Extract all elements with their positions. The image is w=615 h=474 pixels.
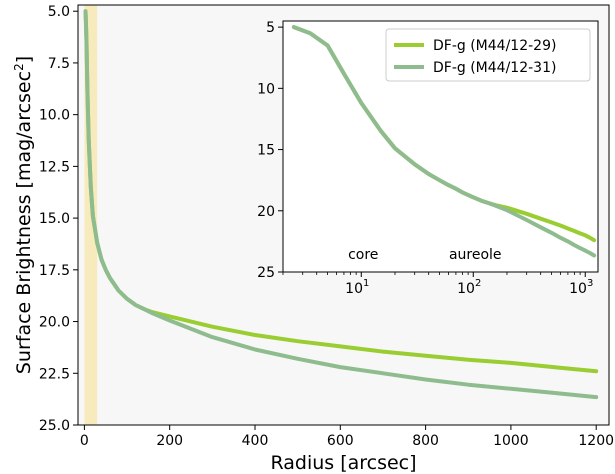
y-tick-label: 5.0 bbox=[48, 4, 70, 20]
inset-x-tick-exponent: 1 bbox=[363, 278, 369, 289]
y-tick-label: 25.0 bbox=[39, 418, 70, 434]
legend-label-2: DF-g (M44/12-31) bbox=[433, 60, 556, 76]
main-plot-frame bbox=[77, 4, 610, 426]
main-x-ticks: 0 200 400 600 800 1000 1200 bbox=[80, 425, 614, 449]
y-tick-label: 12.5 bbox=[39, 159, 70, 175]
y-tick-label: 20.0 bbox=[39, 315, 70, 331]
y-axis-label: Surface Brightness [mag/arcsec2] bbox=[12, 56, 35, 374]
legend-label-1: DF-g (M44/12-29) bbox=[433, 38, 556, 54]
y-axis-label-main: Surface Brightness [mag/arcsec bbox=[13, 71, 35, 374]
main-series-group bbox=[83, 9, 599, 400]
x-tick-label: 400 bbox=[242, 433, 269, 449]
y-axis-label-end: ] bbox=[13, 56, 35, 63]
inset-y-tick-label: 5 bbox=[266, 20, 275, 36]
legend-box bbox=[385, 28, 591, 82]
x-tick-label: 200 bbox=[156, 433, 183, 449]
x-tick-label: 600 bbox=[327, 433, 354, 449]
inset-x-tick-exponent: 2 bbox=[475, 278, 481, 289]
x-tick-label: 1000 bbox=[493, 433, 529, 449]
y-tick-label: 22.5 bbox=[39, 366, 70, 382]
x-tick-label: 0 bbox=[80, 433, 89, 449]
inset-y-tick-label: 25 bbox=[257, 265, 275, 281]
inset-y-ticks: 5 10 15 20 25 bbox=[257, 20, 283, 281]
inset-y-tick-label: 15 bbox=[257, 143, 275, 159]
legend: DF-g (M44/12-29) DF-g (M44/12-31) bbox=[385, 28, 591, 82]
inset-y-tick-label: 10 bbox=[257, 81, 275, 97]
x-tick-label: 1200 bbox=[578, 433, 614, 449]
y-tick-label: 7.5 bbox=[48, 56, 70, 72]
y-tick-label: 10.0 bbox=[39, 108, 70, 124]
inset-y-tick-label: 20 bbox=[257, 204, 275, 220]
inset-annotation-core: core bbox=[348, 247, 378, 263]
y-tick-label: 17.5 bbox=[39, 263, 70, 279]
main-y-ticks: 5.0 7.5 10.0 12.5 15.0 17.5 20.0 22.5 25.0 bbox=[39, 4, 78, 434]
y-axis-label-superscript: 2 bbox=[12, 63, 26, 71]
x-axis-label: Radius [arcsec] bbox=[270, 452, 416, 474]
y-tick-label: 15.0 bbox=[39, 211, 70, 227]
inset-annotation-aureole: aureole bbox=[449, 247, 502, 263]
inset-series-group bbox=[291, 25, 597, 258]
inset-annotations: core aureole bbox=[348, 247, 501, 263]
inset-x-tick-exponent: 3 bbox=[587, 278, 593, 289]
inset-series-line-2 bbox=[291, 25, 597, 258]
inset-plot-frame bbox=[282, 20, 599, 273]
x-tick-label: 800 bbox=[412, 433, 439, 449]
main-series-line-2 bbox=[83, 9, 599, 400]
